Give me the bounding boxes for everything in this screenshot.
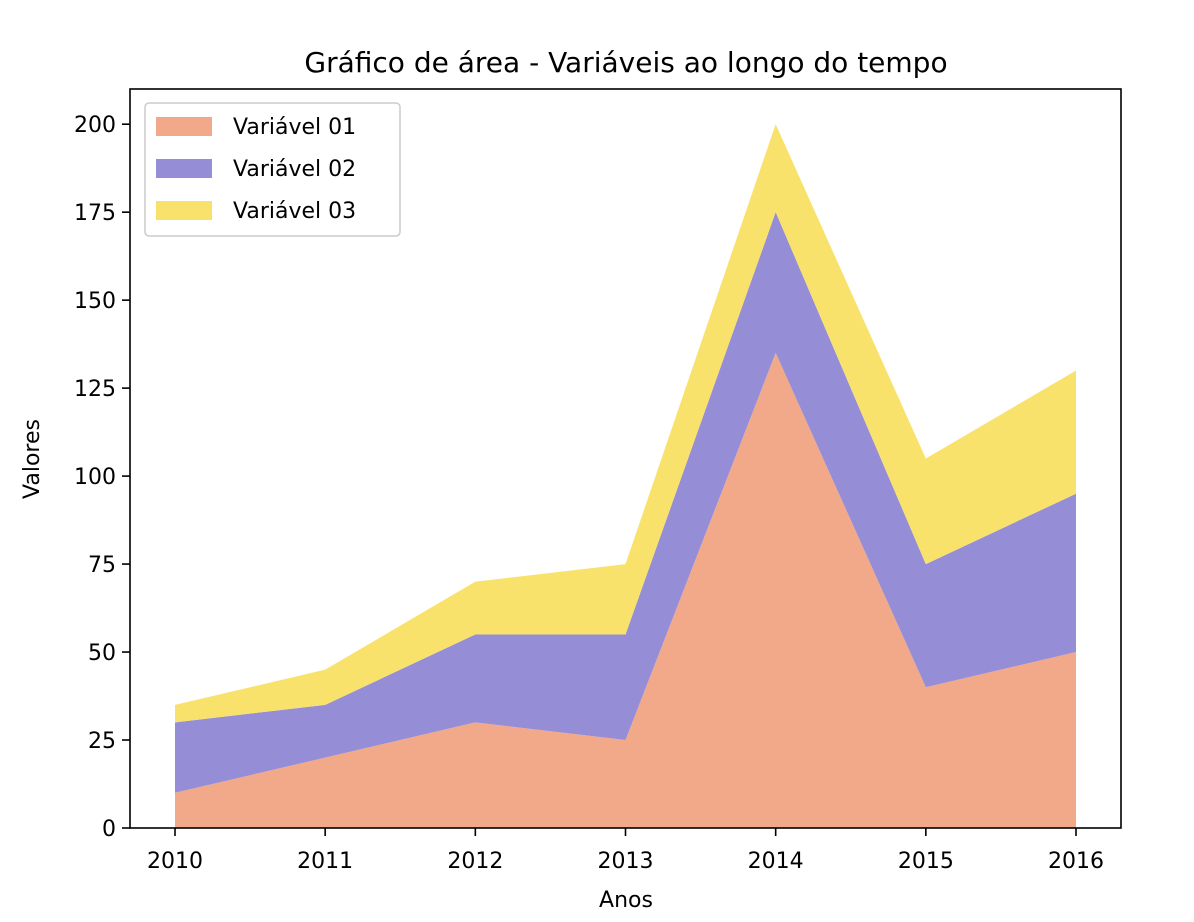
y-tick-label: 100 <box>74 465 116 490</box>
legend-swatch-1 <box>156 117 212 136</box>
y-tick-label: 175 <box>74 201 116 226</box>
legend-label-3: Variável 03 <box>233 199 356 224</box>
y-tick-label: 200 <box>74 113 116 138</box>
x-tick-label: 2010 <box>147 849 203 874</box>
area-series-3 <box>175 124 1076 723</box>
area-series-1 <box>175 352 1076 828</box>
x-tick-label: 2012 <box>447 849 503 874</box>
x-tick-label: 2014 <box>748 849 804 874</box>
x-axis-ticks: 2010 2011 2012 2013 2014 2015 2016 <box>147 828 1104 874</box>
y-tick-label: 125 <box>74 377 116 402</box>
area-series-2 <box>175 212 1076 793</box>
y-tick-label: 25 <box>88 729 116 754</box>
y-axis-ticks: 0 25 50 75 100 125 150 175 200 <box>74 113 130 842</box>
legend-label-2: Variável 02 <box>233 157 356 182</box>
y-axis-label: Valores <box>20 419 45 499</box>
legend-swatch-2 <box>156 159 212 178</box>
x-tick-label: 2015 <box>898 849 954 874</box>
x-tick-label: 2013 <box>598 849 654 874</box>
y-tick-label: 50 <box>88 641 116 666</box>
y-tick-label: 0 <box>102 817 116 842</box>
legend-label-1: Variável 01 <box>233 115 356 140</box>
x-tick-label: 2016 <box>1048 849 1104 874</box>
y-tick-label: 150 <box>74 289 116 314</box>
legend-swatch-3 <box>156 201 212 220</box>
y-tick-label: 75 <box>88 553 116 578</box>
x-axis-label: Anos <box>599 888 653 913</box>
chart-title: Gráfico de área - Variáveis ao longo do … <box>304 46 947 79</box>
area-layers <box>175 124 1076 828</box>
legend: Variável 01 Variável 02 Variável 03 <box>144 102 401 237</box>
x-tick-label: 2011 <box>297 849 353 874</box>
